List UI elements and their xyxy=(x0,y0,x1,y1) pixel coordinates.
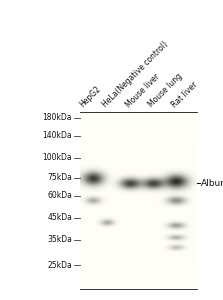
Text: 100kDa: 100kDa xyxy=(42,154,72,163)
Text: 180kDa: 180kDa xyxy=(43,113,72,122)
Text: 75kDa: 75kDa xyxy=(47,173,72,182)
Text: Rat liver: Rat liver xyxy=(170,80,199,109)
Text: Mouse liver: Mouse liver xyxy=(124,71,161,109)
Text: 140kDa: 140kDa xyxy=(42,131,72,140)
Text: HepG2: HepG2 xyxy=(78,84,102,109)
Bar xyxy=(80,112,197,289)
Text: 25kDa: 25kDa xyxy=(47,260,72,269)
Text: 45kDa: 45kDa xyxy=(47,214,72,223)
Text: Albumin: Albumin xyxy=(201,178,223,188)
Text: HeLa(Negative control): HeLa(Negative control) xyxy=(101,40,170,109)
Text: 35kDa: 35kDa xyxy=(47,236,72,244)
Text: 60kDa: 60kDa xyxy=(47,191,72,200)
Text: Mouse lung: Mouse lung xyxy=(147,71,184,109)
